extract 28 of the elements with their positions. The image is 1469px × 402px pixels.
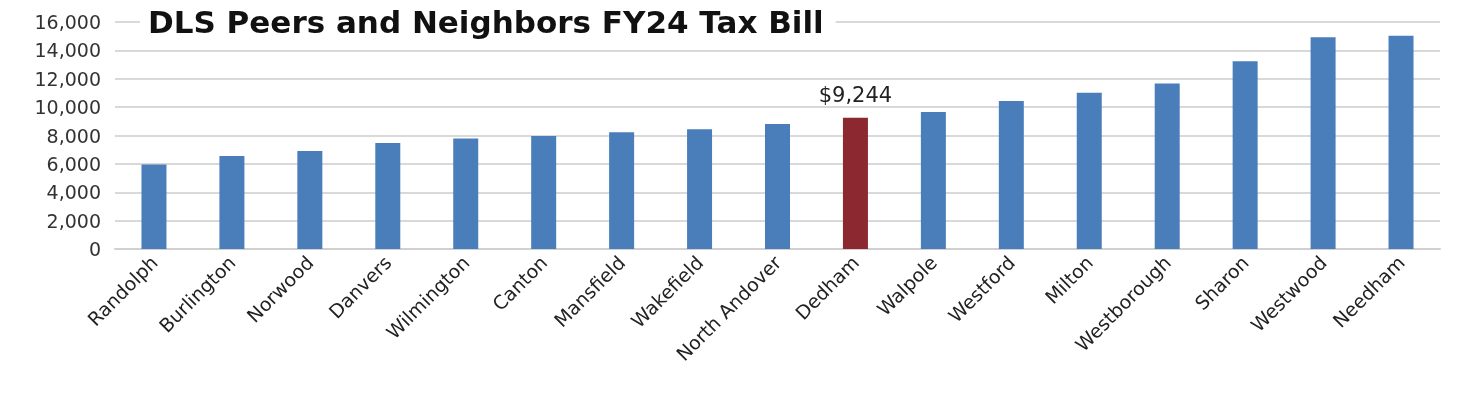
bar	[1388, 35, 1414, 249]
bar	[297, 151, 323, 249]
bar	[375, 142, 401, 249]
bar	[765, 124, 790, 249]
bar	[920, 111, 946, 249]
bar	[531, 136, 557, 249]
bar	[1154, 83, 1180, 249]
bar	[687, 129, 713, 249]
bar	[1310, 37, 1336, 249]
bar	[842, 117, 868, 249]
bar	[998, 100, 1024, 249]
y-tick-label: 6,000	[46, 152, 101, 175]
bar	[609, 132, 635, 249]
y-tick-label: 10,000	[34, 96, 101, 119]
y-tick-label: 16,000	[34, 11, 101, 33]
data-label: $9,244	[818, 83, 893, 108]
y-tick-label: 0	[88, 238, 101, 260]
bar	[141, 164, 167, 249]
bar	[1076, 92, 1102, 249]
bar	[453, 138, 479, 249]
chart-title: DLS Peers and Neighbors FY24 Tax Bill	[148, 3, 824, 40]
y-tick-label: 12,000	[34, 67, 101, 90]
y-tick-label: 14,000	[34, 39, 101, 62]
bar	[1232, 61, 1258, 249]
y-tick-label: 4,000	[46, 181, 101, 204]
bar	[219, 156, 245, 249]
y-tick-label: 8,000	[46, 124, 101, 147]
y-tick-label: 2,000	[46, 209, 101, 232]
